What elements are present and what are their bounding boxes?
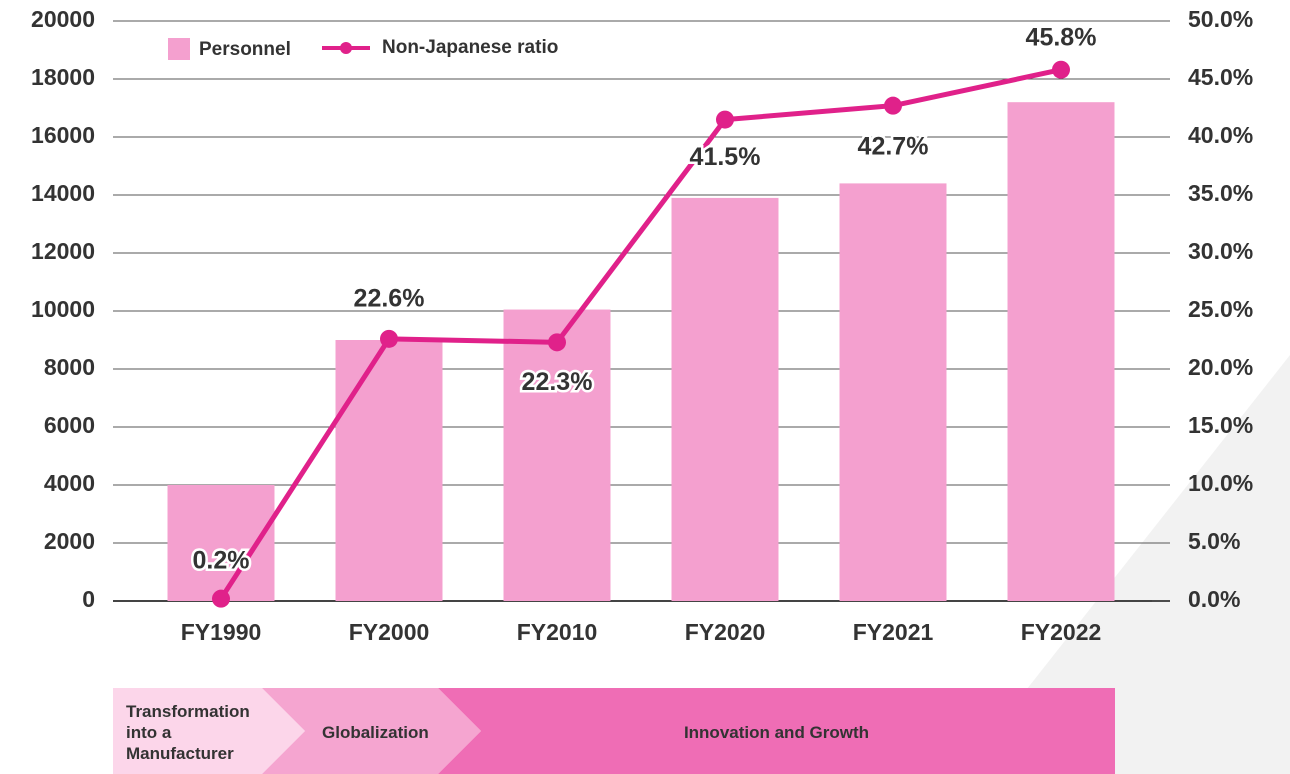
- y-tick-label: 16000: [31, 122, 95, 148]
- data-label: 41.5%: [690, 143, 761, 171]
- line: [218, 67, 1062, 601]
- line-marker: [884, 96, 902, 115]
- y-tick-label: 2000: [44, 528, 95, 554]
- bar: [335, 340, 443, 601]
- phase-band: [113, 688, 305, 774]
- x-tick-label: FY2021: [853, 619, 934, 645]
- phase-label: Transformation into a Manufacturer: [126, 701, 250, 763]
- x-tick-label: FY2022: [1021, 619, 1102, 645]
- y-tick-label: 10000: [31, 296, 95, 322]
- line-marker: [1052, 60, 1070, 79]
- x-tick-label: FY2000: [349, 619, 430, 645]
- y2-tick-label: 5.0%: [1188, 528, 1240, 554]
- legend-swatch: [340, 42, 352, 54]
- legend-label: Personnel: [199, 39, 291, 60]
- data-label: 45.8%: [1026, 23, 1097, 51]
- bar: [1007, 102, 1115, 601]
- bar: [671, 197, 779, 601]
- y-tick-label: 14000: [31, 180, 95, 206]
- y2-tick-label: 10.0%: [1188, 470, 1253, 496]
- line-marker: [548, 333, 566, 352]
- y2-tick-label: 35.0%: [1188, 180, 1253, 206]
- line-marker: [212, 589, 230, 608]
- legend-swatch: [168, 38, 190, 60]
- bar: [503, 309, 611, 601]
- y2-tick-label: 45.0%: [1188, 64, 1253, 90]
- y-tick-label: 6000: [44, 412, 95, 438]
- x-tick-label: FY2010: [517, 619, 598, 645]
- y-tick-label: 12000: [31, 238, 95, 264]
- y2-tick-label: 30.0%: [1188, 238, 1253, 264]
- bar: [839, 183, 947, 601]
- x-tick-label: FY1990: [181, 619, 262, 645]
- phase-band: [262, 688, 481, 774]
- y-tick-label: 18000: [31, 64, 95, 90]
- phase-label: Innovation and Growth: [683, 722, 870, 742]
- phase-label: Globalization: [322, 722, 429, 742]
- legend-label: Non-Japanese ratio: [382, 37, 558, 58]
- phase-band: [438, 688, 1115, 774]
- y2-tick-label: 50.0%: [1188, 6, 1253, 32]
- data-label: 42.7%: [858, 132, 929, 160]
- y-tick-label: 0: [82, 586, 95, 612]
- y-tick-label: 8000: [44, 354, 95, 380]
- data-label: 22.3%: [522, 368, 593, 396]
- y2-tick-label: 15.0%: [1188, 412, 1253, 438]
- data-label: 22.6%: [354, 284, 425, 312]
- x-tick-label: FY2020: [685, 619, 766, 645]
- line-marker: [716, 110, 734, 129]
- y2-tick-label: 0.0%: [1188, 586, 1240, 612]
- plot: 0 2000 4000 6000 8000 10000 12000 14000 16000 180…: [31, 6, 1253, 645]
- y-tick-label: 4000: [44, 470, 95, 496]
- background-decoration: [960, 355, 1290, 774]
- line-marker: [380, 329, 398, 348]
- y2-tick-label: 20.0%: [1188, 354, 1253, 380]
- y2-tick-label: 40.0%: [1188, 122, 1253, 148]
- y-tick-label: 20000: [31, 6, 95, 32]
- data-label: 0.2%: [193, 546, 250, 574]
- y2-tick-label: 25.0%: [1188, 296, 1253, 322]
